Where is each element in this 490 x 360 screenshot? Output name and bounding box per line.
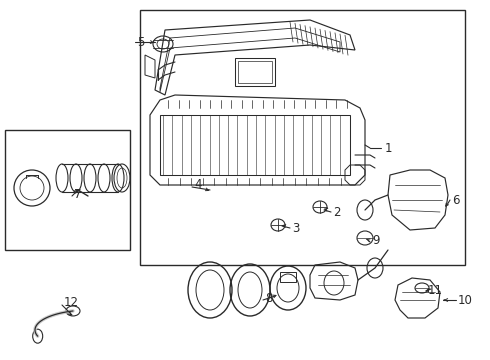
Text: 3: 3 bbox=[292, 221, 299, 234]
Text: 11: 11 bbox=[428, 284, 443, 297]
Text: 6: 6 bbox=[452, 194, 460, 207]
Bar bbox=[160, 115, 350, 175]
Text: 5: 5 bbox=[137, 36, 145, 49]
Bar bbox=[235, 58, 275, 86]
Bar bbox=[238, 61, 272, 83]
Text: 7: 7 bbox=[74, 188, 81, 201]
Text: 2: 2 bbox=[333, 206, 341, 219]
Text: 10: 10 bbox=[458, 293, 473, 306]
Text: 1: 1 bbox=[385, 141, 392, 154]
Bar bbox=[5, 130, 130, 250]
Text: 12: 12 bbox=[64, 296, 79, 309]
Text: 4: 4 bbox=[194, 179, 201, 192]
Bar bbox=[280, 272, 296, 282]
Bar bbox=[140, 10, 465, 265]
Text: 9: 9 bbox=[372, 234, 379, 247]
Text: 8: 8 bbox=[265, 292, 272, 305]
